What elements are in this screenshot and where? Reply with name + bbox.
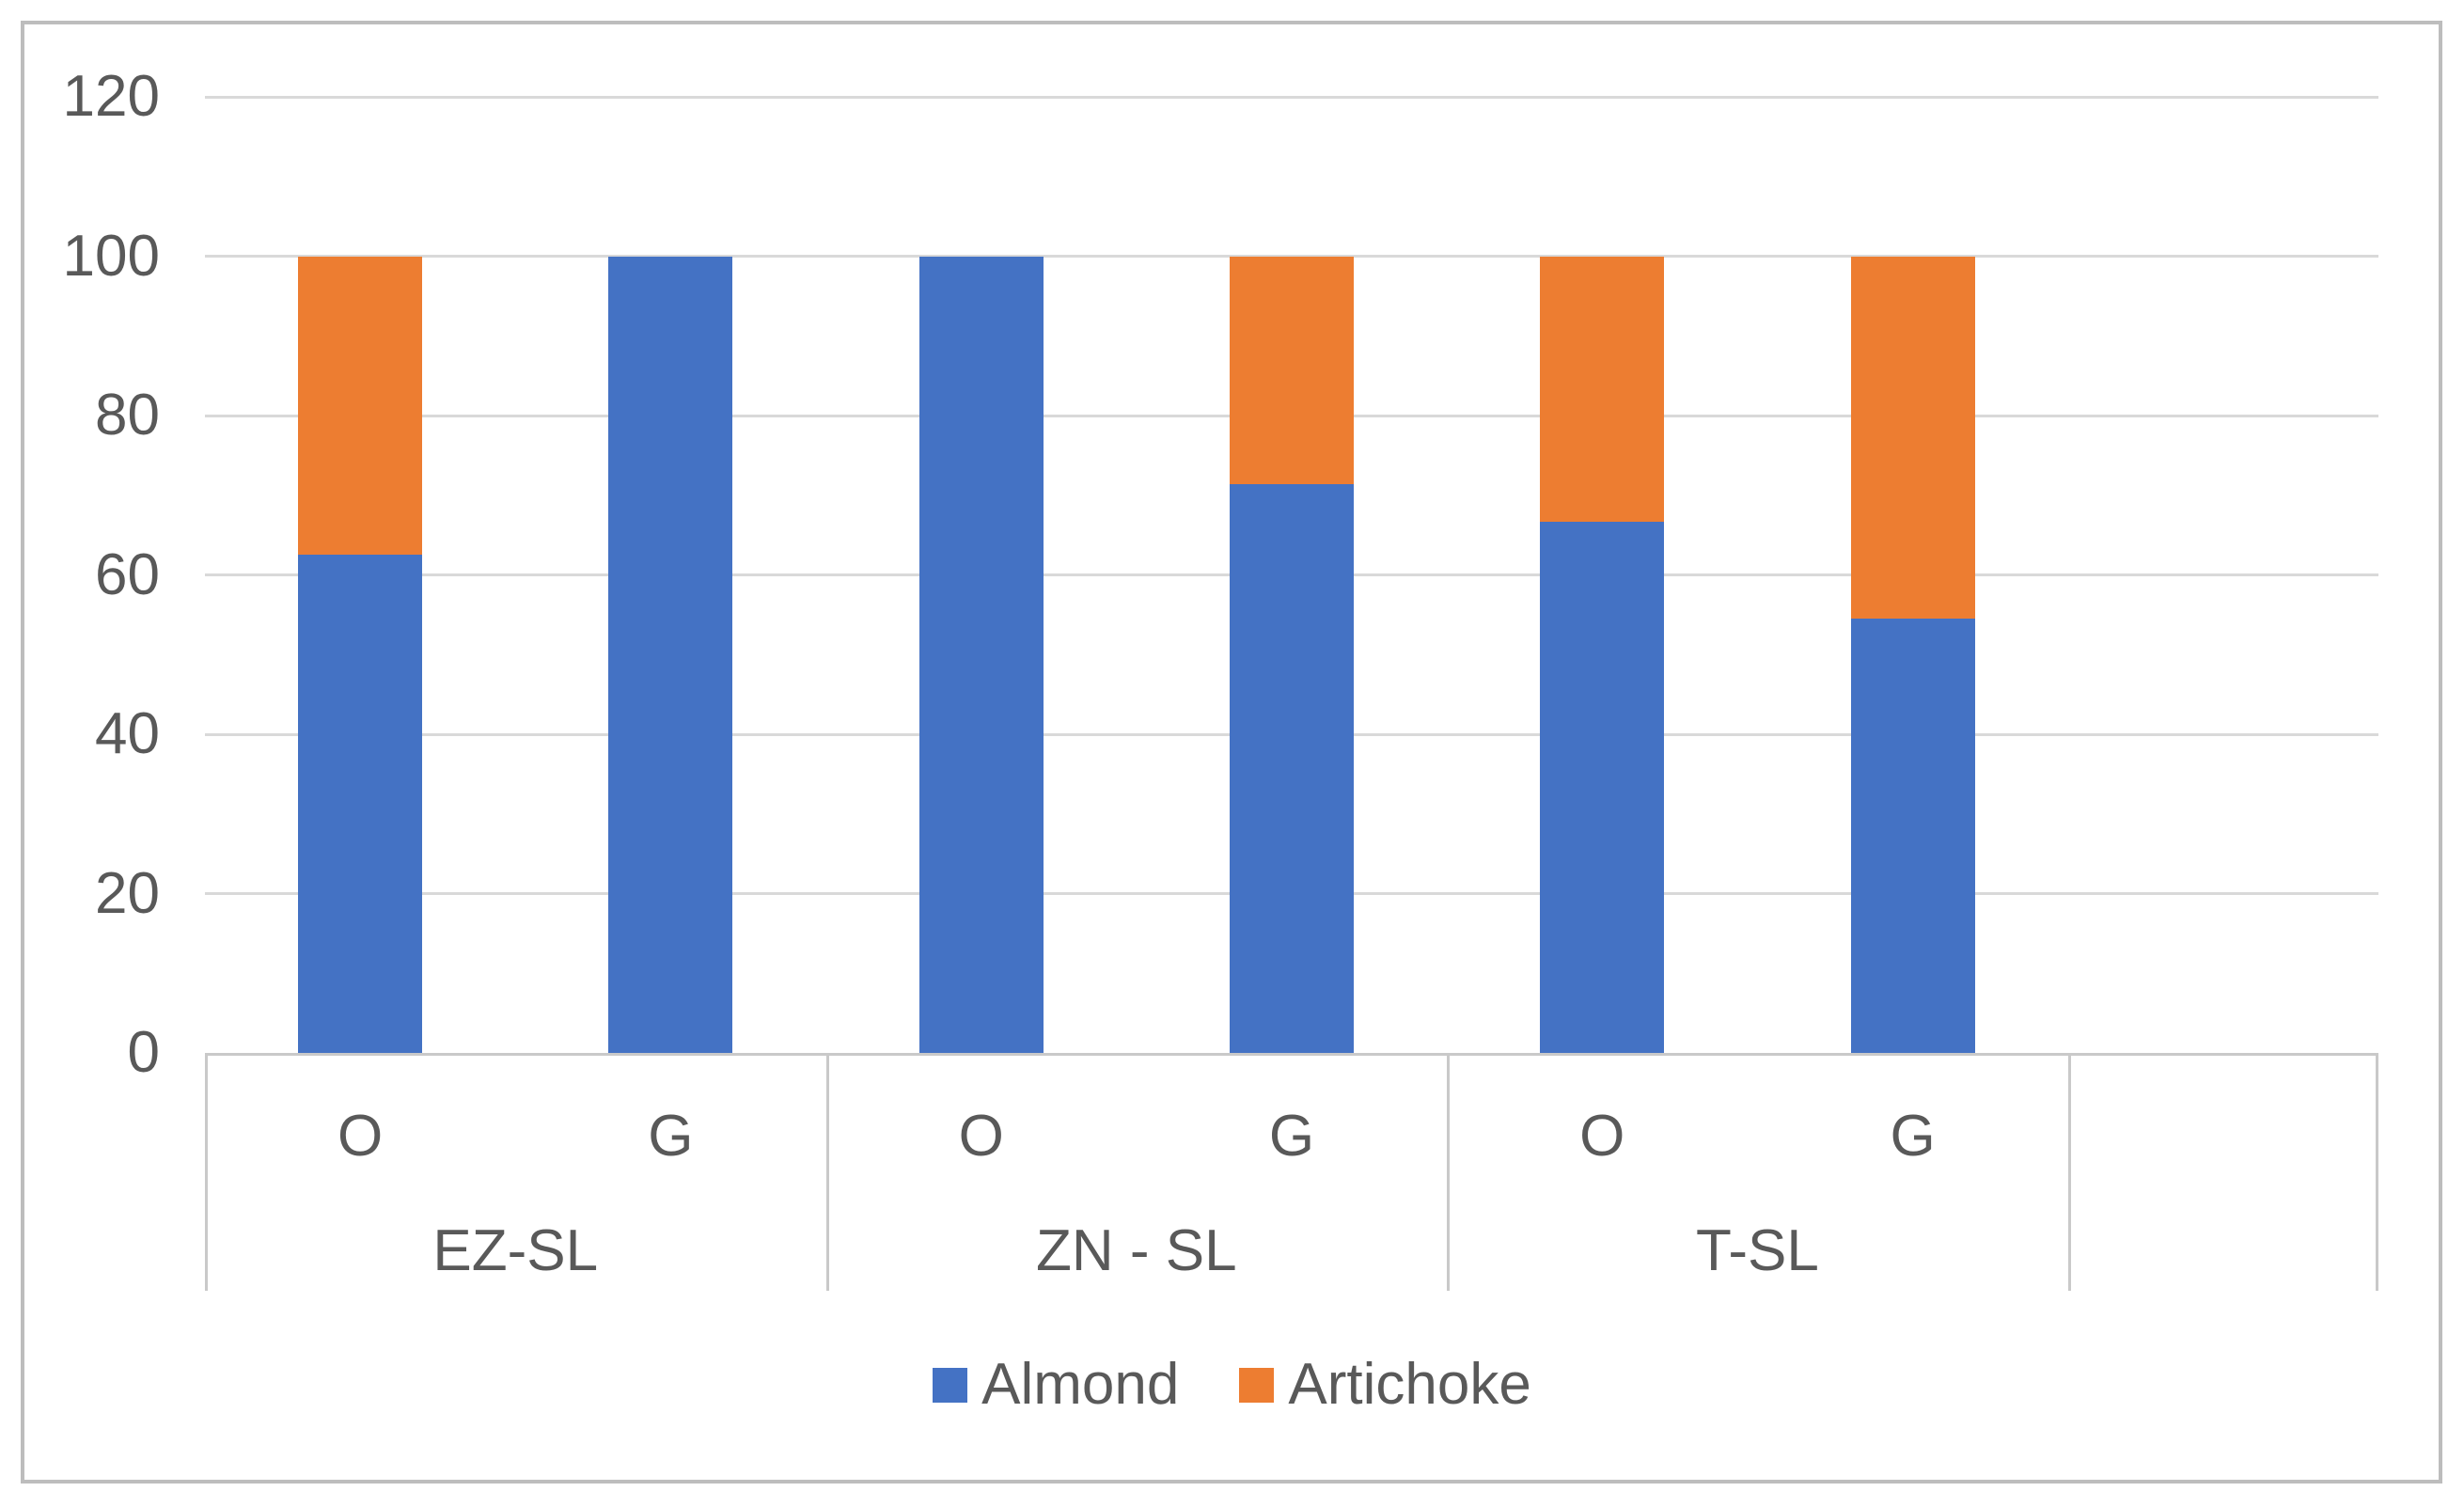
category-axis-separator [2067, 1056, 2071, 1291]
y-tick-label-100: 100 [62, 223, 160, 289]
category-axis-separator [205, 1056, 208, 1291]
y-tick-label-60: 60 [95, 542, 160, 607]
legend: Almond Artichoke [0, 1352, 2464, 1418]
y-tick-label-80: 80 [95, 383, 160, 447]
gridline-100 [205, 255, 2378, 258]
plot-area [205, 95, 2378, 1053]
category-axis: O G O G O G EZ-SL ZN - SL T-SL [205, 1053, 2378, 1291]
group-label-t-sl: T-SL [1695, 1218, 1819, 1283]
bar-segment-t-sl-o-artichoke[interactable] [1540, 256, 1665, 522]
category-label-zn-sl-o: O [958, 1104, 1004, 1169]
bar-segment-t-sl-o-almond[interactable] [1540, 521, 1665, 1053]
y-tick-label-40: 40 [95, 701, 160, 766]
group-label-ez-sl: EZ-SL [432, 1218, 599, 1283]
bar-stack-t-sl-o [1540, 97, 1665, 1053]
bar-segment-zn-sl-o-almond[interactable] [918, 256, 1044, 1053]
group-label-zn-sl: ZN - SL [1036, 1218, 1237, 1283]
bar-stack-t-sl-g [1850, 97, 1975, 1053]
bar-segment-zn-sl-g-almond[interactable] [1230, 483, 1354, 1053]
legend-swatch-artichoke [1239, 1367, 1275, 1403]
legend-label-almond: Almond [981, 1352, 1180, 1417]
bar-stack-ez-sl-g [608, 97, 733, 1053]
gridline-120 [205, 95, 2378, 99]
bar-segment-zn-sl-g-artichoke[interactable] [1230, 256, 1354, 484]
y-tick-label-120: 120 [62, 64, 160, 129]
legend-item-almond[interactable]: Almond [933, 1352, 1179, 1418]
bar-stack-ez-sl-o [298, 97, 423, 1053]
category-label-zn-sl-g: G [1268, 1104, 1315, 1169]
category-label-t-sl-g: G [1890, 1104, 1936, 1169]
category-axis-separator [2376, 1056, 2378, 1291]
category-axis-separator [1447, 1056, 1451, 1291]
bar-stack-zn-sl-g [1230, 97, 1354, 1053]
bar-segment-ez-sl-g-almond[interactable] [608, 256, 733, 1053]
y-tick-label-20: 20 [95, 860, 160, 926]
legend-item-artichoke[interactable]: Artichoke [1239, 1352, 1531, 1418]
bar-segment-t-sl-g-almond[interactable] [1850, 619, 1975, 1053]
category-label-ez-sl-g: G [648, 1104, 694, 1169]
bar-stack-zn-sl-o [918, 97, 1044, 1053]
legend-label-artichoke: Artichoke [1288, 1352, 1531, 1417]
bar-segment-ez-sl-o-almond[interactable] [298, 555, 423, 1053]
legend-swatch-almond [933, 1367, 968, 1403]
category-label-t-sl-o: O [1579, 1104, 1625, 1169]
y-tick-label-0: 0 [127, 1020, 160, 1085]
bar-segment-t-sl-g-artichoke[interactable] [1850, 256, 1975, 620]
category-axis-separator [825, 1056, 829, 1291]
bar-segment-ez-sl-o-artichoke[interactable] [298, 256, 423, 556]
category-label-ez-sl-o: O [337, 1104, 384, 1169]
